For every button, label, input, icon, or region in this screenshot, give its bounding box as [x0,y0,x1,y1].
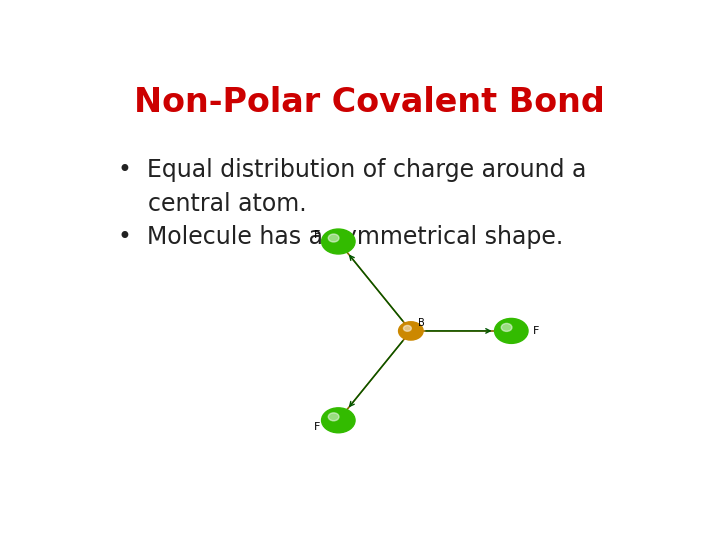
Circle shape [495,319,528,343]
Circle shape [322,229,355,254]
Text: B: B [418,319,424,328]
Circle shape [403,326,411,331]
Text: •  Equal distribution of charge around a: • Equal distribution of charge around a [118,158,586,183]
Circle shape [501,323,512,332]
Text: •  Molecule has a symmetrical shape.: • Molecule has a symmetrical shape. [118,225,563,249]
Circle shape [399,322,423,340]
Text: central atom.: central atom. [118,192,307,215]
Text: Non-Polar Covalent Bond: Non-Polar Covalent Bond [134,86,604,119]
Text: F: F [534,326,539,336]
Circle shape [322,408,355,433]
Circle shape [328,413,339,421]
Text: F: F [314,230,320,240]
Text: F: F [314,422,320,431]
Circle shape [328,234,339,242]
